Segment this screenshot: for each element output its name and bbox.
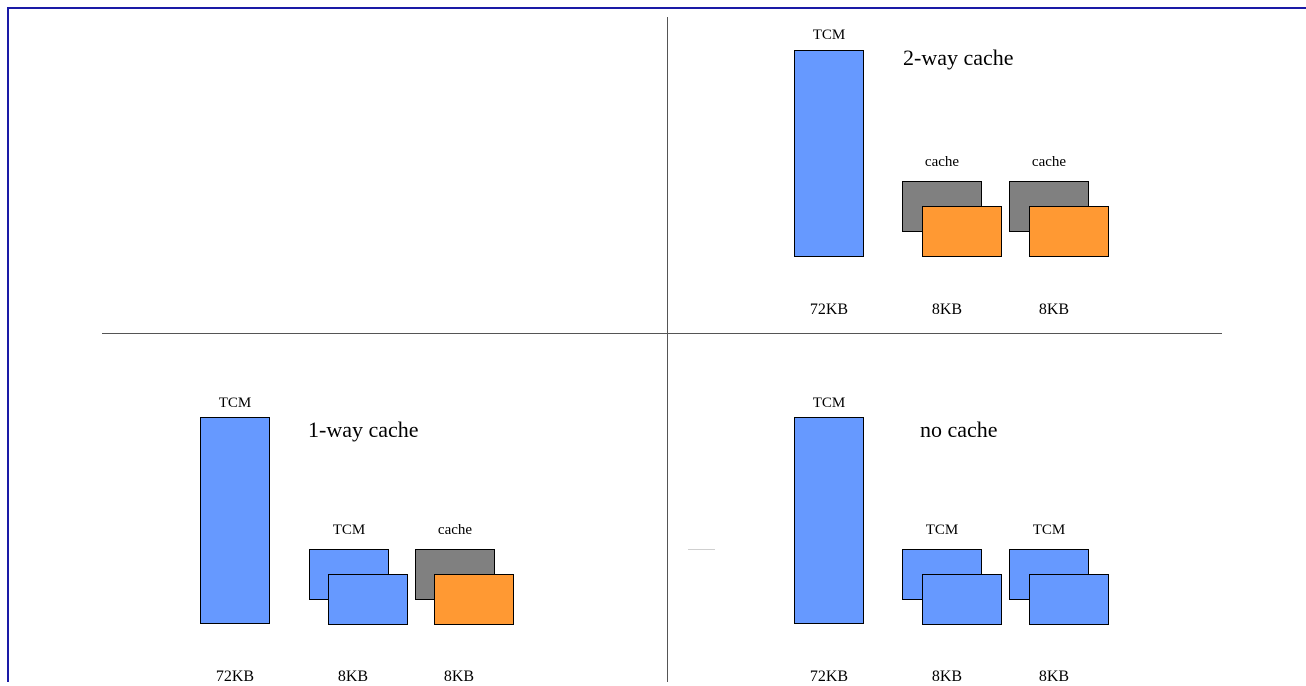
horizontal-divider — [102, 333, 1222, 334]
main-tcm-label: TCM — [812, 395, 846, 411]
size-label: 8KB — [1038, 301, 1070, 318]
size-label: 72KB — [809, 301, 849, 318]
block-label: TCM — [332, 522, 366, 538]
tcm-block-front — [328, 574, 408, 625]
cache-block-front — [434, 574, 514, 625]
main-tcm-bar — [794, 50, 864, 257]
block-label: cache — [924, 154, 960, 170]
size-label: 8KB — [443, 668, 475, 685]
block-label: TCM — [1032, 522, 1066, 538]
size-label: 72KB — [809, 668, 849, 685]
size-label: 8KB — [1038, 668, 1070, 685]
size-label: 8KB — [337, 668, 369, 685]
cache-block-front — [1029, 206, 1109, 257]
stray-mark — [688, 549, 715, 550]
main-tcm-label: TCM — [218, 395, 252, 411]
size-label: 8KB — [931, 301, 963, 318]
main-tcm-bar — [200, 417, 270, 624]
panel-title: 2-way cache — [903, 45, 1014, 70]
cache-block-front — [922, 206, 1002, 257]
diagram-frame — [7, 7, 1306, 682]
size-label: 8KB — [931, 668, 963, 685]
panel-title: no cache — [920, 417, 998, 442]
tcm-block-front — [1029, 574, 1109, 625]
block-label: cache — [1031, 154, 1067, 170]
main-tcm-label: TCM — [812, 27, 846, 43]
main-tcm-bar — [794, 417, 864, 624]
panel-title: 1-way cache — [308, 417, 419, 442]
tcm-block-front — [922, 574, 1002, 625]
block-label: cache — [437, 522, 473, 538]
block-label: TCM — [925, 522, 959, 538]
size-label: 72KB — [215, 668, 255, 685]
vertical-divider — [667, 17, 668, 682]
